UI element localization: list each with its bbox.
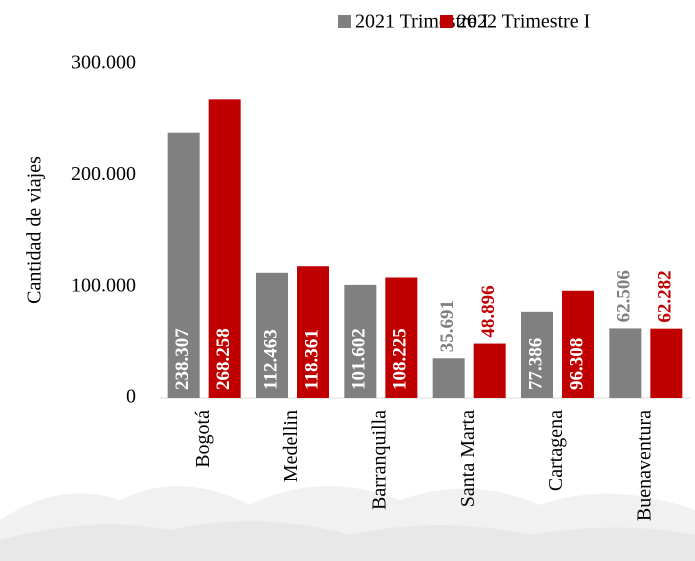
value-label: 62.282 bbox=[655, 270, 676, 322]
y-tick-label: 0 bbox=[126, 386, 136, 408]
value-label: 112.463 bbox=[260, 329, 281, 390]
legend-swatch bbox=[338, 15, 351, 28]
bar bbox=[609, 328, 641, 398]
value-label: 77.386 bbox=[525, 338, 546, 390]
value-label: 268.258 bbox=[213, 328, 234, 390]
value-label: 118.361 bbox=[301, 329, 322, 390]
y-tick-label: 300.000 bbox=[71, 52, 136, 74]
y-tick-label: 200.000 bbox=[71, 163, 136, 185]
legend-swatch bbox=[440, 15, 453, 28]
y-tick-label: 100.000 bbox=[71, 274, 136, 296]
value-label: 62.506 bbox=[614, 270, 635, 322]
value-label: 48.896 bbox=[478, 285, 499, 337]
value-label: 96.308 bbox=[566, 338, 587, 390]
value-label: 108.225 bbox=[390, 328, 411, 390]
bar bbox=[474, 344, 506, 398]
background-mountains bbox=[0, 486, 695, 561]
value-label: 35.691 bbox=[437, 300, 458, 352]
x-tick-label: Bogotá bbox=[192, 410, 214, 468]
bar bbox=[433, 358, 465, 398]
x-tick-label: Cartagena bbox=[545, 410, 567, 491]
value-label: 101.602 bbox=[349, 328, 370, 390]
x-tick-label: Barranquilla bbox=[368, 410, 390, 510]
bar bbox=[650, 329, 682, 398]
x-tick-label: Medellin bbox=[280, 410, 302, 482]
value-label: 238.307 bbox=[172, 328, 193, 390]
x-tick-label: Santa Marta bbox=[457, 410, 479, 507]
chart: Cantidad de viajes 0 100.000 200.000 300.00… bbox=[0, 0, 695, 561]
y-axis-title: Cantidad de viajes bbox=[24, 156, 46, 304]
x-tick-label: Buenaventura bbox=[633, 410, 655, 521]
legend-label: 2022 Trimestre I bbox=[457, 11, 590, 33]
